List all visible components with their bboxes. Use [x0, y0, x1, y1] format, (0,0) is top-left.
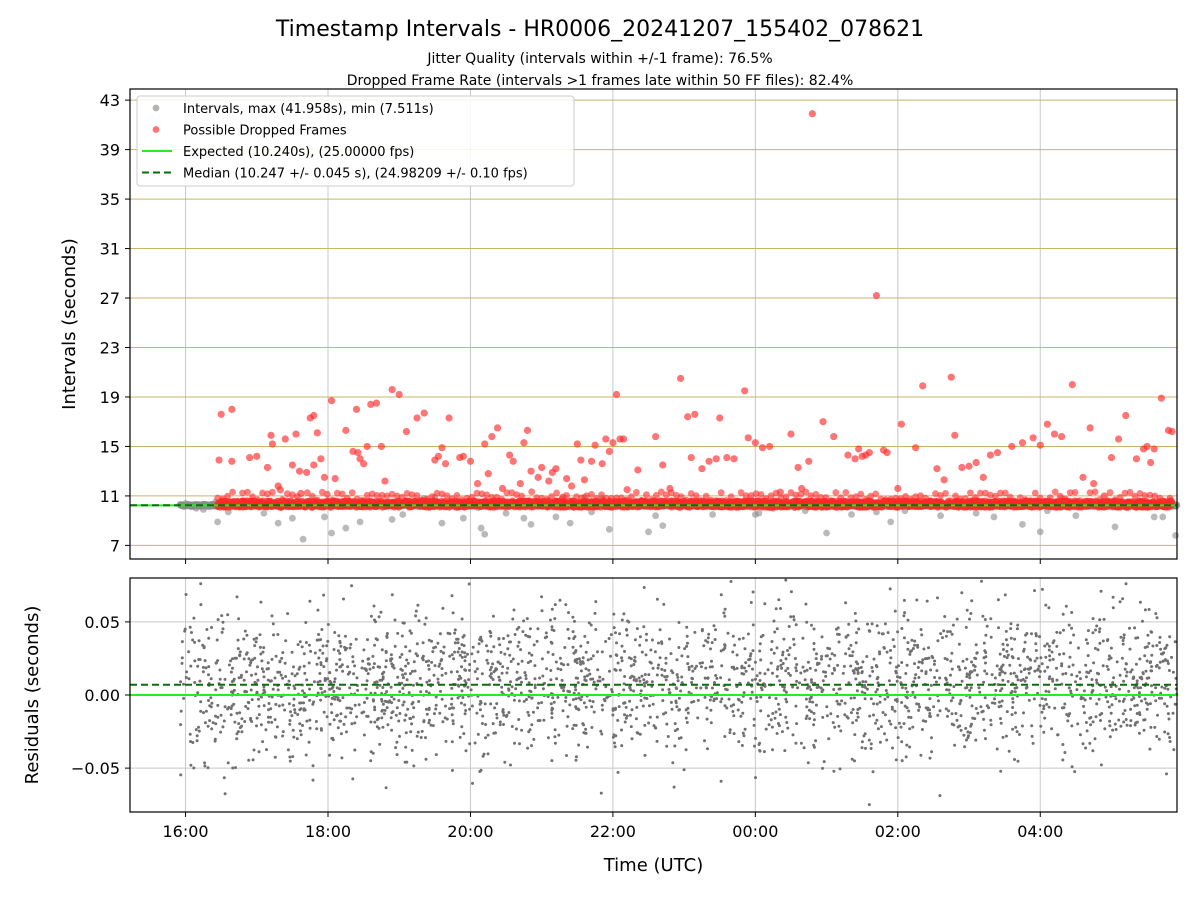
- interval-point: [502, 509, 510, 517]
- chart-title: Timestamp Intervals - HR0006_20241207_15…: [275, 17, 924, 42]
- intervals-grid: [130, 89, 1177, 559]
- interval-point: [388, 516, 396, 523]
- interval-point: [527, 520, 535, 528]
- interval-point: [260, 509, 268, 517]
- interval-point: [1019, 520, 1026, 528]
- interval-point: [645, 528, 652, 536]
- interval-point: [520, 514, 528, 522]
- interval-point: [1072, 512, 1080, 520]
- interval-point: [709, 511, 717, 518]
- interval-point: [659, 522, 667, 530]
- interval-point: [299, 535, 307, 543]
- interval-point: [652, 512, 660, 520]
- interval-point: [328, 529, 335, 537]
- interval-point: [481, 530, 489, 538]
- interval-point: [288, 514, 296, 522]
- chart-subtitle-jitter: Jitter Quality (intervals within +/-1 fr…: [426, 51, 772, 67]
- interval-point: [1159, 513, 1167, 521]
- interval-point: [1111, 523, 1119, 531]
- interval-point: [972, 509, 980, 517]
- interval-point: [321, 513, 328, 521]
- interval-point: [477, 524, 485, 532]
- interval-point: [605, 525, 613, 533]
- interval-point: [274, 519, 282, 527]
- interval-point: [399, 511, 407, 518]
- interval-point: [755, 509, 763, 517]
- interval-point: [990, 513, 998, 521]
- interval-point: [1150, 513, 1158, 521]
- interval-point: [342, 524, 350, 532]
- interval-point: [1036, 528, 1044, 536]
- interval-point: [459, 514, 467, 522]
- interval-point: [199, 506, 207, 513]
- interval-point: [552, 513, 560, 521]
- interval-point: [214, 518, 222, 526]
- interval-point: [887, 518, 895, 526]
- interval-point: [848, 511, 855, 518]
- interval-point: [937, 512, 944, 520]
- interval-point: [438, 519, 446, 527]
- interval-point: [566, 519, 574, 527]
- chart-subtitle-dropped: Dropped Frame Rate (intervals >1 frames …: [347, 73, 854, 89]
- interval-point: [823, 529, 830, 537]
- interval-point: [356, 518, 364, 526]
- interval-point: [1172, 532, 1179, 539]
